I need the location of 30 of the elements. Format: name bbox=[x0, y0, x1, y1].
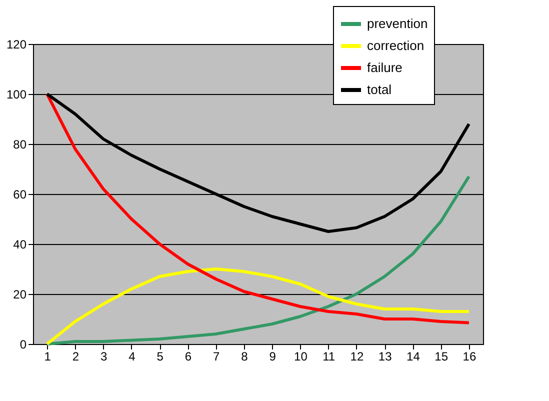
x-tick-label: 7 bbox=[212, 350, 220, 364]
x-tick-label: 14 bbox=[406, 350, 420, 364]
x-tick-label: 6 bbox=[184, 350, 192, 364]
legend-label: failure bbox=[367, 60, 402, 75]
x-tick-label: 3 bbox=[100, 350, 108, 364]
line-series bbox=[46, 92, 470, 324]
legend-label: correction bbox=[367, 38, 424, 53]
x-tick-label: 10 bbox=[294, 350, 308, 364]
x-tick-label: 2 bbox=[72, 350, 80, 364]
x-tick-label: 16 bbox=[462, 350, 476, 364]
line-series bbox=[46, 175, 470, 346]
x-tick-label: 8 bbox=[241, 350, 248, 364]
y-tick-label: 100 bbox=[6, 88, 27, 102]
y-tick-label: 60 bbox=[13, 188, 27, 202]
x-tick-label: 12 bbox=[350, 350, 364, 364]
line-series bbox=[46, 268, 470, 346]
x-tick-label: 4 bbox=[128, 350, 136, 364]
y-tick-label: 80 bbox=[13, 138, 27, 152]
y-tick-label: 120 bbox=[6, 38, 27, 52]
legend-label: total bbox=[367, 82, 392, 97]
x-tick-label: 15 bbox=[434, 350, 448, 364]
x-tick-label: 5 bbox=[156, 350, 164, 364]
x-tick-label: 1 bbox=[44, 350, 52, 364]
x-tick-label: 13 bbox=[378, 350, 392, 364]
y-tick-label: 20 bbox=[13, 288, 27, 302]
y-tick-label: 0 bbox=[20, 338, 27, 352]
legend-label: prevention bbox=[367, 16, 428, 31]
y-tick-label: 40 bbox=[13, 238, 27, 252]
x-tick-label: 9 bbox=[269, 350, 276, 364]
x-tick-label: 11 bbox=[322, 350, 336, 364]
